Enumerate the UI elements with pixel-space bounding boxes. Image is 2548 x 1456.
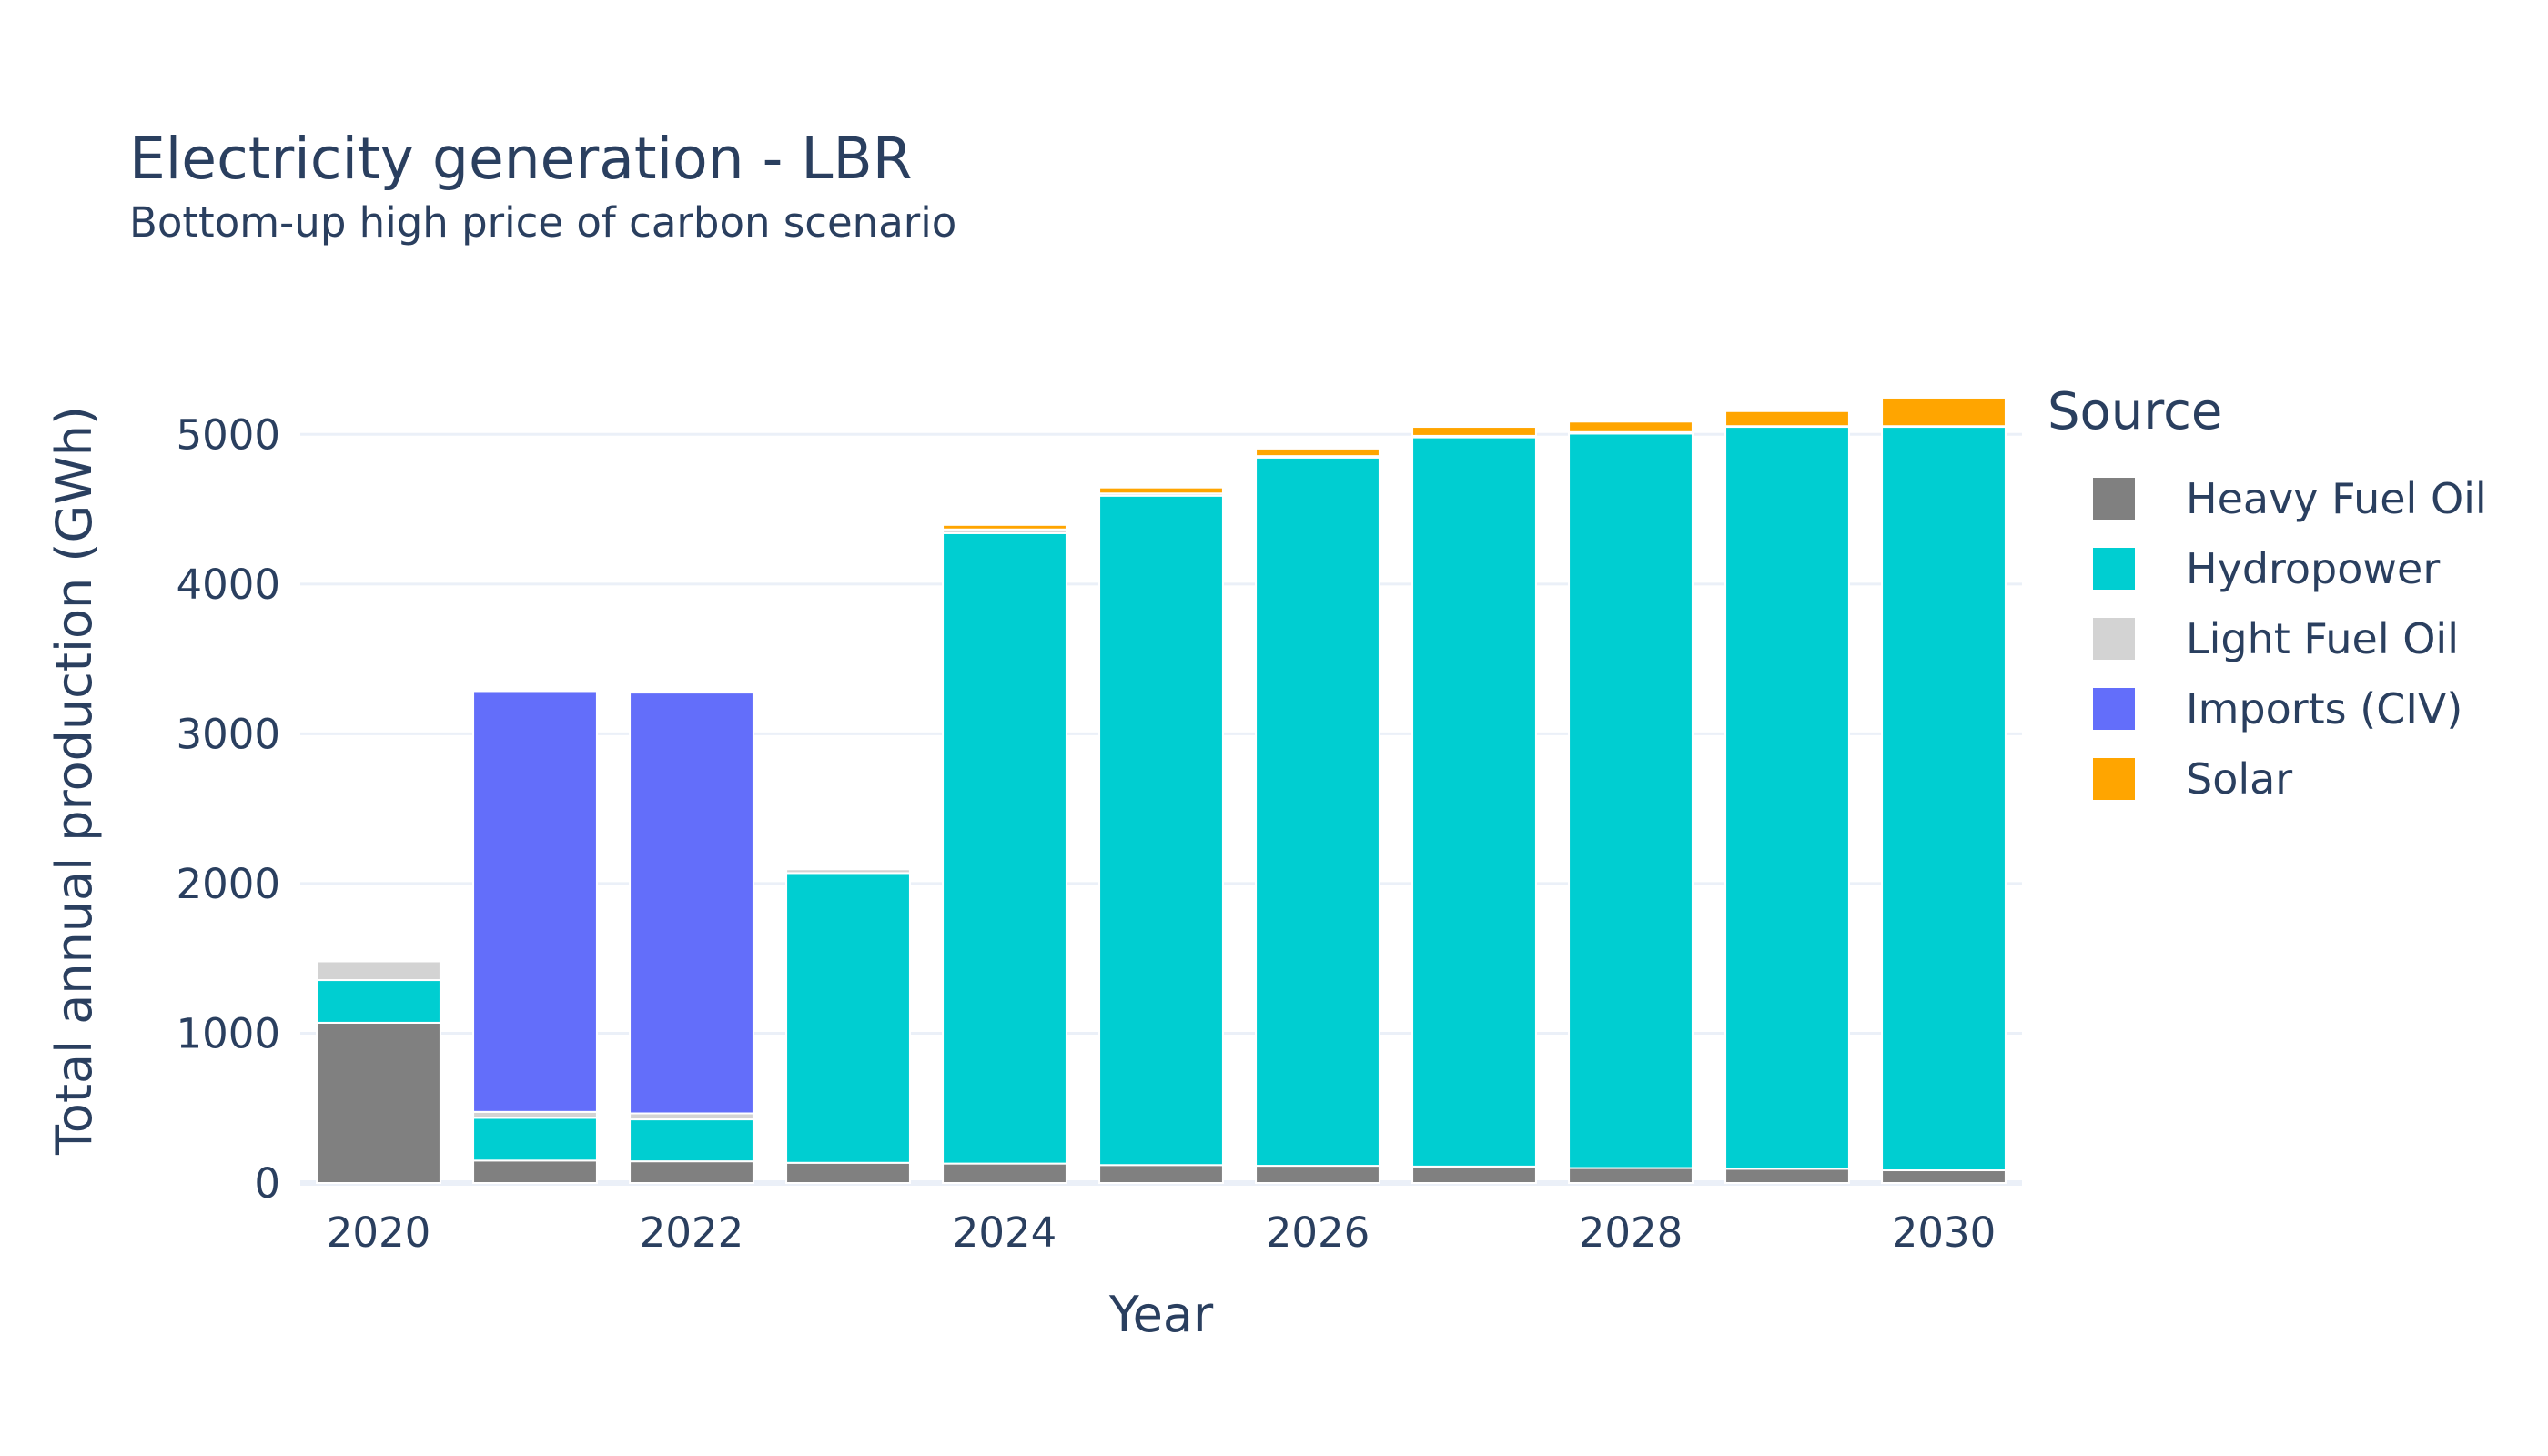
legend-label: Imports (CIV) — [2186, 683, 2463, 733]
y-tick-label: 3000 — [176, 710, 280, 758]
bar-segment-hydropower-2029 — [1724, 426, 1850, 1170]
bar-segment-hydropower-2023 — [785, 872, 911, 1164]
legend-item[interactable]: Solar — [2048, 743, 2487, 814]
legend: Source Heavy Fuel Oil Hydropower Light Fue… — [2048, 382, 2487, 814]
bar-segment-solar-2024 — [942, 523, 1067, 531]
bar-segment-imports-civ-2021 — [472, 690, 598, 1113]
bar-segment-solar-2025 — [1098, 486, 1224, 495]
legend-title: Source — [2048, 382, 2223, 441]
bar-segment-hydropower-2027 — [1411, 436, 1537, 1168]
bar-segment-hydropower-2024 — [942, 531, 1067, 1165]
bar-segment-heavy-fuel-oil-2028 — [1568, 1167, 1694, 1184]
bar-segment-hydropower-2020 — [316, 979, 441, 1024]
bar-segment-hydropower-2026 — [1255, 456, 1380, 1168]
bar-segment-hydropower-2028 — [1568, 432, 1694, 1169]
y-tick-label: 0 — [254, 1159, 280, 1208]
x-tick-label: 2026 — [1266, 1208, 1370, 1257]
legend-item[interactable]: Imports (CIV) — [2048, 673, 2487, 743]
x-tick-label: 2020 — [327, 1208, 431, 1257]
chart-title: Electricity generation - LBR — [129, 126, 913, 192]
bar-segment-light-fuel-oil-2023 — [785, 868, 911, 875]
bar-segment-heavy-fuel-oil-2021 — [472, 1159, 598, 1185]
bar-segment-heavy-fuel-oil-2023 — [785, 1161, 911, 1185]
bar-segment-solar-2029 — [1724, 410, 1850, 428]
legend-swatch — [2093, 617, 2135, 660]
x-axis-title: Year — [1108, 1286, 1214, 1343]
legend-label: Light Fuel Oil — [2186, 613, 2459, 663]
bar-segment-solar-2026 — [1255, 447, 1380, 458]
bar-segment-heavy-fuel-oil-2024 — [942, 1162, 1067, 1185]
bars — [316, 396, 2007, 1185]
bar-segment-solar-2030 — [1881, 396, 2007, 428]
legend-item[interactable]: Heavy Fuel Oil — [2048, 463, 2487, 533]
bar-segment-heavy-fuel-oil-2020 — [316, 1021, 441, 1185]
bar-segment-imports-civ-2022 — [629, 692, 754, 1115]
legend-label: Hydropower — [2186, 543, 2441, 593]
bar-segment-solar-2027 — [1411, 426, 1537, 437]
bar-segment-solar-2028 — [1568, 420, 1694, 433]
bar-segment-hydropower-2030 — [1881, 426, 2007, 1172]
bar-segment-heavy-fuel-oil-2025 — [1098, 1164, 1224, 1184]
y-axis-title: Total annual production (GWh) — [46, 406, 103, 1156]
y-tick-label: 4000 — [176, 561, 280, 609]
legend-label: Solar — [2186, 753, 2293, 804]
legend-swatch — [2093, 477, 2135, 520]
y-tick-label: 5000 — [176, 410, 280, 459]
bar-segment-heavy-fuel-oil-2029 — [1724, 1168, 1850, 1184]
x-tick-label: 2024 — [953, 1208, 1057, 1257]
legend-swatch — [2093, 547, 2135, 590]
x-tick-label: 2022 — [640, 1208, 744, 1257]
x-tick-label: 2028 — [1579, 1208, 1684, 1257]
y-tick-label: 1000 — [176, 1009, 280, 1057]
legend-item[interactable]: Hydropower — [2048, 533, 2487, 603]
legend-item[interactable]: Light Fuel Oil — [2048, 603, 2487, 673]
bar-segment-heavy-fuel-oil-2022 — [629, 1160, 754, 1184]
x-tick-label: 2030 — [1892, 1208, 1997, 1257]
bar-segment-heavy-fuel-oil-2027 — [1411, 1165, 1537, 1185]
axes: 0 1000 2000 3000 4000 5000 2020 2022 2024 2026 202… — [46, 406, 1996, 1343]
bar-segment-hydropower-2021 — [472, 1117, 598, 1162]
bar-segment-light-fuel-oil-2020 — [316, 960, 441, 982]
bar-segment-heavy-fuel-oil-2026 — [1255, 1165, 1380, 1184]
legend-swatch — [2093, 687, 2135, 730]
legend-label: Heavy Fuel Oil — [2186, 473, 2487, 523]
y-tick-label: 2000 — [176, 860, 280, 908]
bar-segment-hydropower-2022 — [629, 1118, 754, 1163]
legend-swatch — [2093, 757, 2135, 800]
chart-subtitle: Bottom-up high price of carbon scenario — [129, 198, 957, 247]
bar-segment-hydropower-2025 — [1098, 494, 1224, 1167]
bar-segment-heavy-fuel-oil-2030 — [1881, 1169, 2007, 1185]
